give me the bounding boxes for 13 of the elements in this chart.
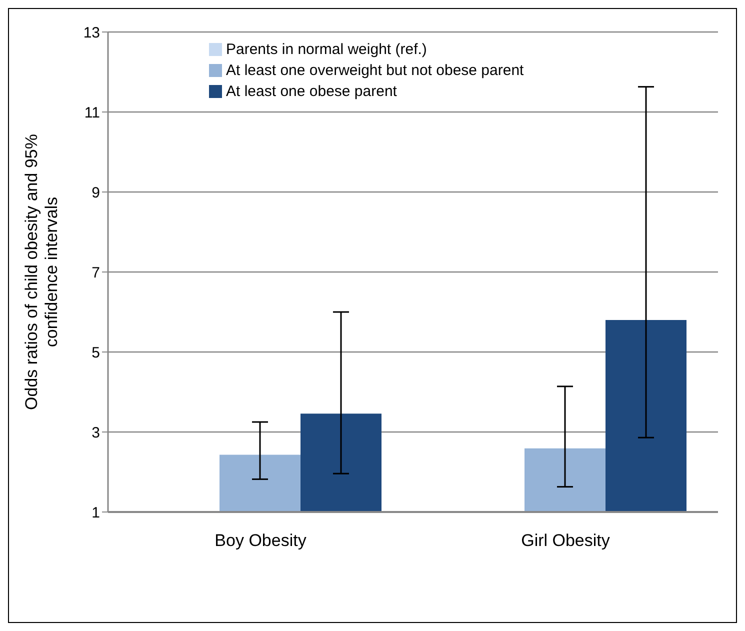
y-tick-label: 13 xyxy=(83,24,100,42)
y-axis-title: Odds ratios of child obesity and 95% confidence intervals xyxy=(22,134,61,410)
y-tick-label: 5 xyxy=(92,344,100,362)
y-tick-label: 9 xyxy=(92,184,100,202)
y-tick-label: 11 xyxy=(84,104,100,122)
y-tick-label: 1 xyxy=(92,504,100,522)
legend-label: At least one overweight but not obese parent xyxy=(226,62,524,79)
y-tick-label: 7 xyxy=(92,264,100,282)
y-tick-label: 3 xyxy=(92,424,100,442)
legend-label: Parents in normal weight (ref.) xyxy=(226,41,427,58)
legend-label: At least one obese parent xyxy=(226,83,397,100)
x-tick-label: Boy Obesity xyxy=(214,531,307,550)
x-tick-label: Girl Obesity xyxy=(521,531,610,550)
